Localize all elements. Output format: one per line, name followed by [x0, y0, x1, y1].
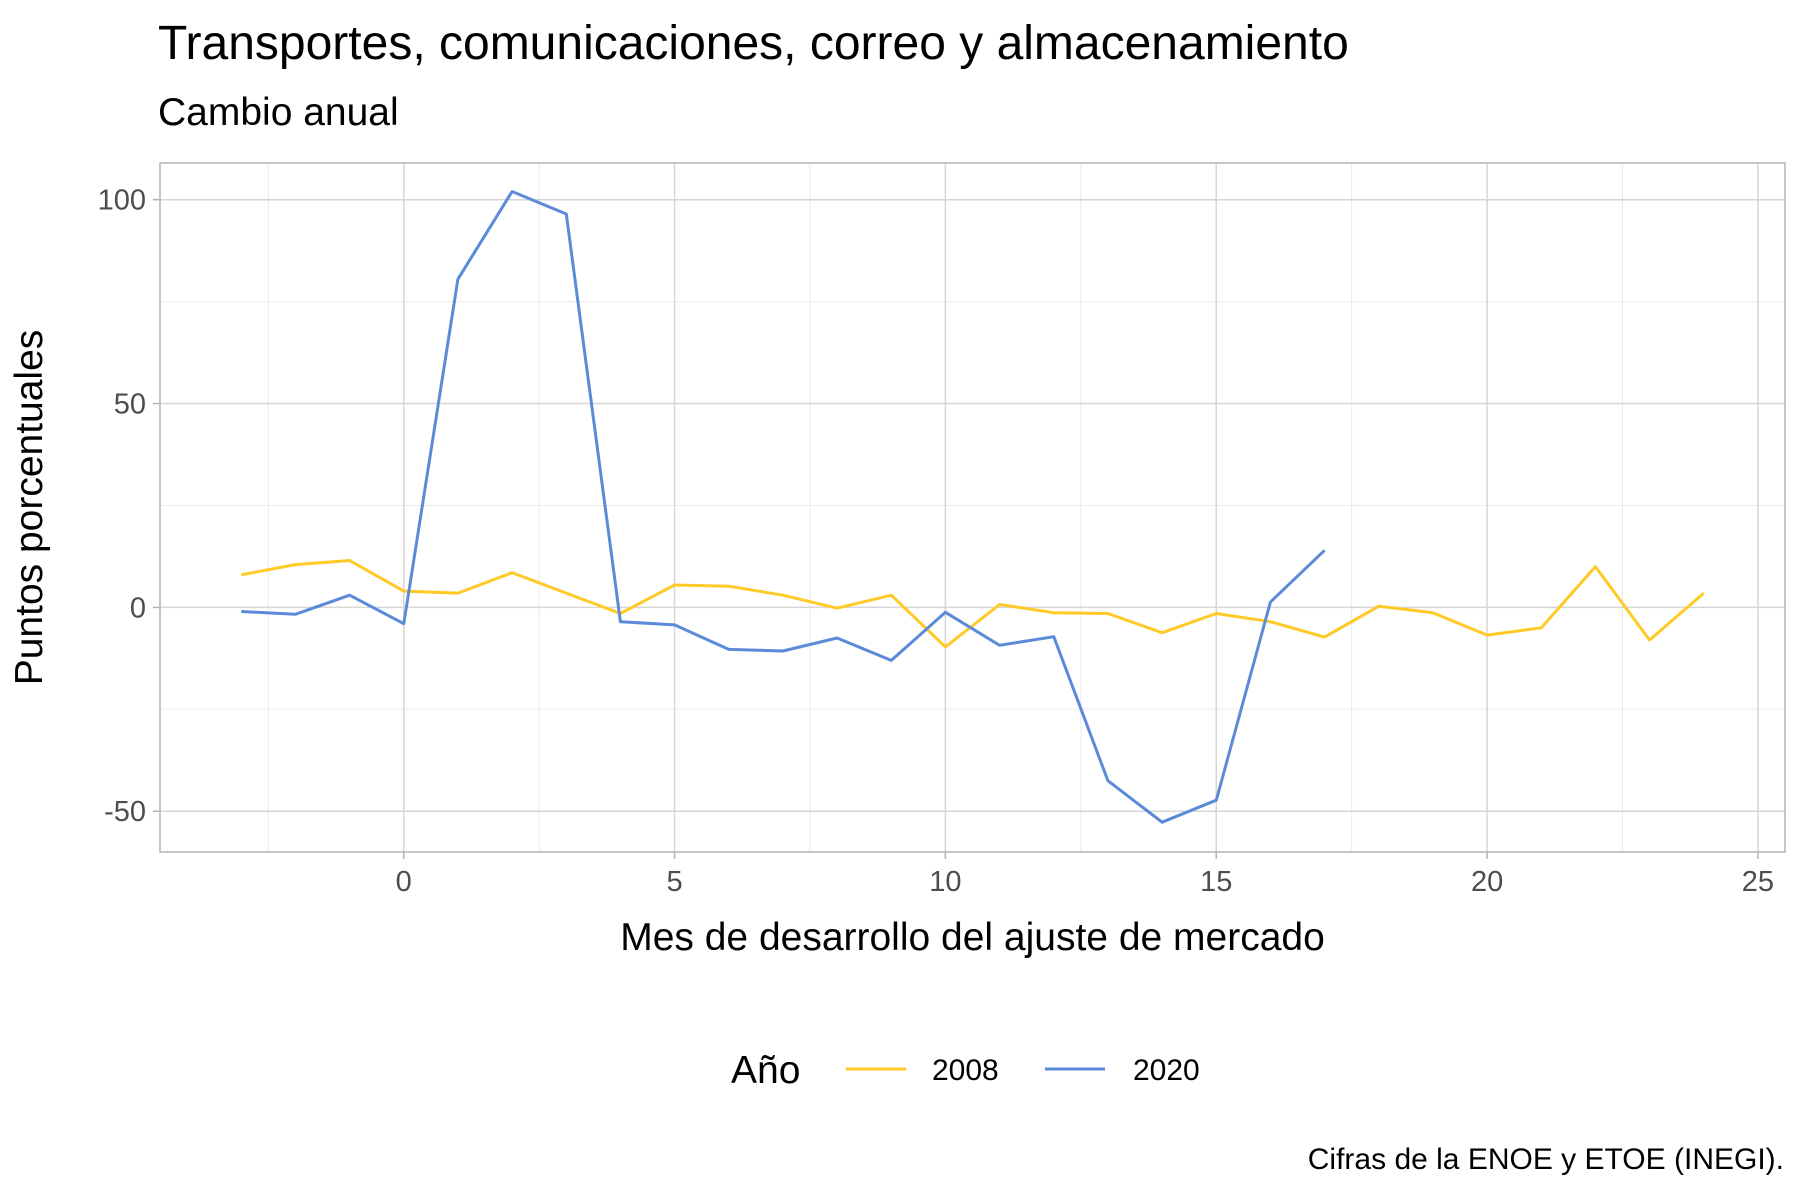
y-tick-label: 0 — [130, 592, 146, 624]
x-axis-title: Mes de desarrollo del ajuste de mercado — [620, 916, 1325, 959]
series-line-2020 — [241, 190, 1326, 824]
y-axis-title: Puntos porcentuales — [8, 330, 51, 686]
series-lines — [241, 190, 1705, 824]
legend-title: Año — [731, 1049, 800, 1092]
panel-border — [159, 162, 1786, 853]
axis-ticks: 0 5 10 15 20 25 -50 0 50 100 — [98, 185, 1774, 898]
legend-label-2020: 2020 — [1133, 1054, 1200, 1087]
grid — [160, 163, 1785, 852]
legend: Año 2008 2020 — [731, 1049, 1200, 1092]
x-tick-label: 20 — [1471, 866, 1503, 898]
y-tick-label: 100 — [98, 185, 146, 217]
chart-caption: Cifras de la ENOE y ETOE (INEGI). — [1307, 1143, 1784, 1176]
chart-subtitle: Cambio anual — [158, 91, 399, 134]
series-line-2008 — [241, 559, 1705, 649]
x-tick-label: 10 — [929, 866, 961, 898]
y-tick-label: -50 — [104, 796, 146, 828]
legend-label-2008: 2008 — [932, 1054, 999, 1087]
x-tick-label: 15 — [1200, 866, 1232, 898]
y-tick-label: 50 — [114, 389, 146, 421]
x-tick-label: 25 — [1742, 866, 1774, 898]
x-tick-label: 0 — [396, 866, 412, 898]
chart-title: Transportes, comunicaciones, correo y al… — [158, 17, 1349, 70]
x-tick-label: 5 — [667, 866, 683, 898]
